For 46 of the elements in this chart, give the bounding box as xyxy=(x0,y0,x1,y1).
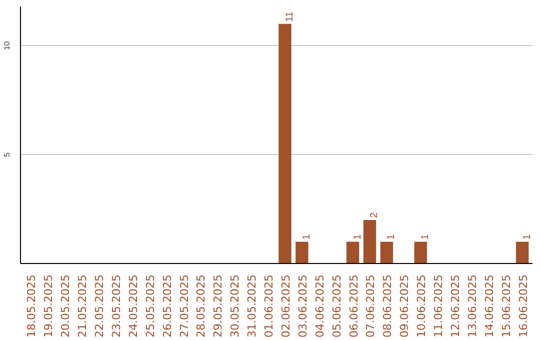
data-label: 11 xyxy=(284,11,296,22)
x-tick-label: 05.06.2025 xyxy=(330,274,344,338)
bar xyxy=(346,242,360,264)
x-tick-label: 25.05.2025 xyxy=(144,274,157,338)
bar xyxy=(516,242,529,264)
x-tick-label: 06.06.2025 xyxy=(347,274,360,338)
x-tick-label: 22.05.2025 xyxy=(92,274,106,338)
x-tick-label: 07.06.2025 xyxy=(364,274,378,338)
y-tick-label: 10 xyxy=(2,40,12,50)
x-tick-label: 24.05.2025 xyxy=(126,274,140,338)
data-label: 2 xyxy=(369,212,380,218)
x-tick-label: 20.05.2025 xyxy=(59,274,72,338)
x-tick-label: 10.06.2025 xyxy=(415,274,428,338)
bar xyxy=(363,220,376,264)
x-tick-label: 15.06.2025 xyxy=(500,274,513,338)
y-tick-label: 5 xyxy=(2,152,12,157)
x-tick-label: 28.05.2025 xyxy=(194,274,208,338)
x-tick-label: 26.05.2025 xyxy=(160,274,174,338)
x-tick-label: 02.06.2025 xyxy=(279,274,292,338)
bar xyxy=(278,24,292,264)
x-tick-label: 29.05.2025 xyxy=(212,274,225,338)
x-tick-label: 21.05.2025 xyxy=(76,274,90,338)
x-tick-label: 01.06.2025 xyxy=(262,274,276,338)
x-tick-label: 27.05.2025 xyxy=(178,274,191,338)
x-tick-label: 19.05.2025 xyxy=(42,274,56,338)
x-tick-label: 23.05.2025 xyxy=(110,274,123,338)
x-tick-label: 03.06.2025 xyxy=(296,274,310,338)
x-tick-label: 14.06.2025 xyxy=(482,274,496,338)
x-tick-label: 31.05.2025 xyxy=(246,274,259,338)
x-tick-label: 13.06.2025 xyxy=(466,274,479,338)
x-tick-label: 08.06.2025 xyxy=(381,274,394,338)
data-label: 1 xyxy=(386,234,398,240)
x-tick-label: 04.06.2025 xyxy=(313,274,326,338)
bar xyxy=(414,242,427,264)
x-tick-label: 09.06.2025 xyxy=(398,274,412,338)
data-label: 1 xyxy=(352,234,364,240)
bar xyxy=(296,242,308,264)
data-label: 1 xyxy=(420,234,432,240)
data-label: 1 xyxy=(522,234,533,240)
x-tick-label: 12.06.2025 xyxy=(449,274,462,338)
x-tick-label: 30.05.2025 xyxy=(228,274,242,338)
data-label: 1 xyxy=(301,234,312,240)
x-tick-label: 16.06.2025 xyxy=(516,274,530,338)
bar xyxy=(380,242,394,264)
x-tick-label: 18.05.2025 xyxy=(25,274,38,338)
x-tick-label: 11.06.2025 xyxy=(432,274,446,338)
